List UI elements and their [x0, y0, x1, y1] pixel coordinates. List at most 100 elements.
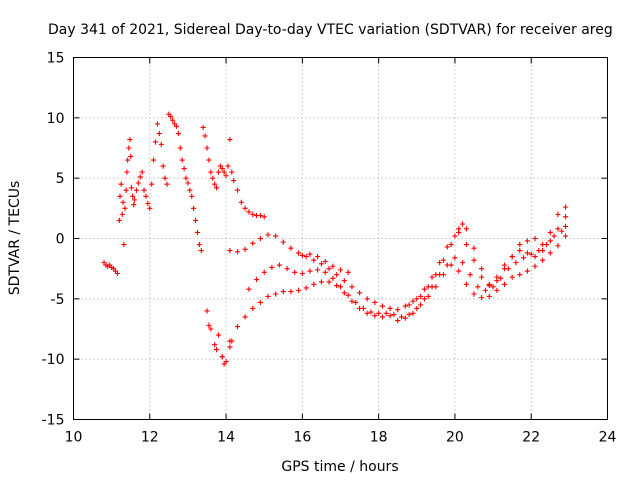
data-point [372, 299, 378, 306]
data-series [101, 111, 204, 277]
data-point [227, 344, 233, 350]
data-point [170, 117, 176, 123]
data-point [124, 169, 130, 175]
data-point [130, 193, 136, 199]
data-point [128, 153, 134, 160]
data-point [191, 205, 197, 211]
data-point [269, 264, 275, 271]
data-point [137, 174, 143, 180]
data-point [452, 255, 458, 261]
data-series [200, 124, 267, 367]
data-point [242, 246, 248, 252]
data-point [219, 165, 225, 172]
y-tick-label: -10 [42, 352, 65, 368]
data-point [376, 310, 382, 316]
data-point [162, 175, 168, 181]
y-tick-label: 10 [47, 111, 65, 127]
data-point [149, 181, 155, 187]
data-point [543, 241, 550, 248]
data-point [337, 284, 344, 290]
data-point [528, 251, 534, 257]
data-point [513, 260, 519, 266]
x-tick-label: 18 [370, 430, 388, 446]
data-point [524, 250, 530, 256]
x-tick-label: 16 [293, 430, 311, 446]
data-point [341, 278, 347, 284]
data-point [501, 262, 508, 268]
data-point [152, 139, 159, 145]
data-point [494, 274, 500, 280]
data-point [168, 114, 174, 120]
data-point [456, 268, 462, 274]
data-point [379, 303, 386, 309]
data-point [353, 299, 359, 306]
data-point [517, 247, 523, 254]
data-point [187, 187, 193, 193]
data-point [295, 250, 302, 256]
data-point [158, 141, 164, 147]
data-point [151, 157, 157, 163]
axis-ticks: 10 12 14 16 18 20 22 24 15 10 5 0 -5 -10 -15 [42, 51, 617, 446]
data-point [227, 136, 233, 143]
data-point [119, 211, 125, 217]
data-point [532, 235, 538, 242]
data-point [456, 229, 462, 236]
data-point [273, 233, 279, 239]
data-point [128, 185, 135, 191]
data-point [200, 124, 206, 131]
data-marks [101, 111, 569, 367]
data-point [192, 217, 199, 223]
data-series [227, 204, 569, 313]
data-point [288, 245, 294, 251]
data-point [311, 257, 317, 263]
data-point [555, 226, 561, 232]
data-point [517, 272, 523, 278]
data-point [475, 284, 481, 290]
data-point [372, 313, 378, 319]
data-point [265, 293, 271, 300]
data-point [463, 226, 469, 232]
data-point [330, 263, 336, 269]
y-tick-label: 15 [47, 51, 65, 67]
data-point [311, 281, 317, 287]
data-point [437, 260, 443, 266]
data-point [225, 163, 231, 169]
data-point [501, 281, 508, 287]
data-point [213, 346, 220, 353]
data-point [121, 241, 127, 248]
data-point [307, 268, 313, 274]
data-point [356, 290, 363, 296]
data-point [562, 214, 569, 220]
data-point [202, 133, 208, 139]
data-point [315, 254, 321, 260]
data-point [387, 313, 393, 319]
data-point [173, 123, 180, 129]
data-point [160, 163, 166, 169]
data-point [120, 199, 126, 205]
y-tick-label: -5 [51, 292, 65, 308]
data-point [379, 314, 386, 320]
data-point [448, 262, 454, 268]
data-point [117, 193, 123, 199]
data-point [183, 175, 189, 181]
data-point [368, 309, 374, 315]
data-point [122, 205, 128, 211]
data-point [334, 282, 340, 289]
data-point [532, 254, 538, 260]
chart-title: Day 341 of 2021, Sidereal Day-to-day VTE… [48, 22, 613, 38]
data-point [156, 130, 162, 137]
data-point [135, 180, 141, 186]
data-point [482, 287, 489, 293]
data-point [118, 181, 124, 187]
data-point [364, 296, 370, 302]
data-point [425, 293, 431, 300]
data-point [307, 251, 313, 257]
data-point [402, 303, 408, 309]
data-point [559, 228, 565, 234]
data-point [280, 239, 286, 245]
data-point [448, 241, 454, 248]
data-point [139, 169, 145, 175]
data-point [114, 270, 120, 277]
data-point [479, 295, 485, 301]
data-point [322, 258, 328, 265]
